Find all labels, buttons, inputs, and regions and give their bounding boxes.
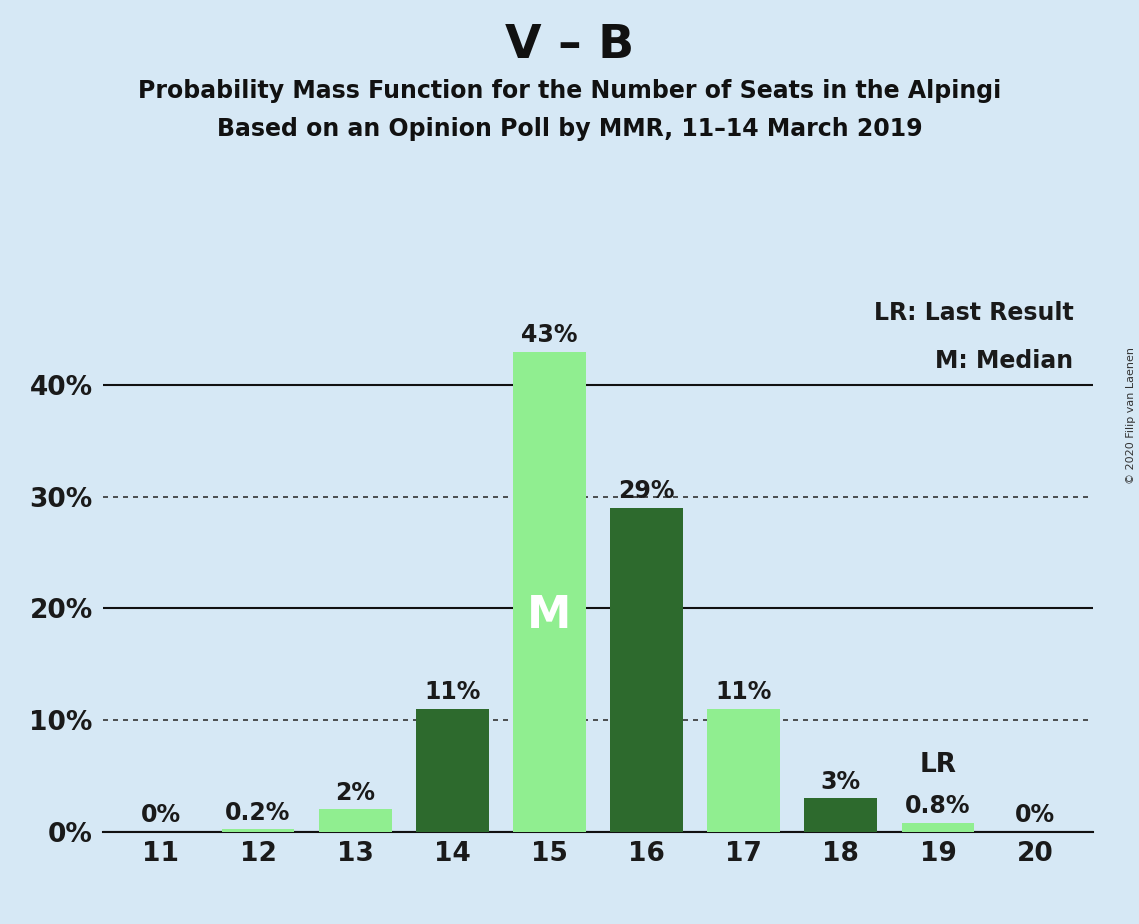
Text: © 2020 Filip van Laenen: © 2020 Filip van Laenen bbox=[1126, 347, 1136, 484]
Text: 0.8%: 0.8% bbox=[906, 795, 970, 819]
Text: M: M bbox=[527, 594, 572, 637]
Text: M: Median: M: Median bbox=[935, 349, 1074, 373]
Text: LR: LR bbox=[919, 752, 957, 778]
Text: 29%: 29% bbox=[618, 480, 674, 504]
Text: 11%: 11% bbox=[424, 680, 481, 704]
Bar bbox=[319, 809, 392, 832]
Bar bbox=[611, 508, 683, 832]
Text: LR: Last Result: LR: Last Result bbox=[874, 301, 1074, 325]
Text: Probability Mass Function for the Number of Seats in the Alpingi: Probability Mass Function for the Number… bbox=[138, 79, 1001, 103]
Bar bbox=[804, 798, 877, 832]
Text: 0.2%: 0.2% bbox=[226, 801, 290, 825]
Bar bbox=[416, 709, 489, 832]
Bar bbox=[513, 351, 585, 832]
Text: 43%: 43% bbox=[522, 323, 577, 347]
Bar bbox=[902, 822, 975, 832]
Bar bbox=[707, 709, 780, 832]
Text: 2%: 2% bbox=[335, 781, 375, 805]
Text: Based on an Opinion Poll by MMR, 11–14 March 2019: Based on an Opinion Poll by MMR, 11–14 M… bbox=[216, 117, 923, 141]
Text: 0%: 0% bbox=[141, 803, 181, 827]
Text: V – B: V – B bbox=[505, 23, 634, 68]
Bar bbox=[221, 830, 294, 832]
Text: 11%: 11% bbox=[715, 680, 772, 704]
Text: 0%: 0% bbox=[1015, 803, 1055, 827]
Text: 3%: 3% bbox=[821, 770, 861, 794]
